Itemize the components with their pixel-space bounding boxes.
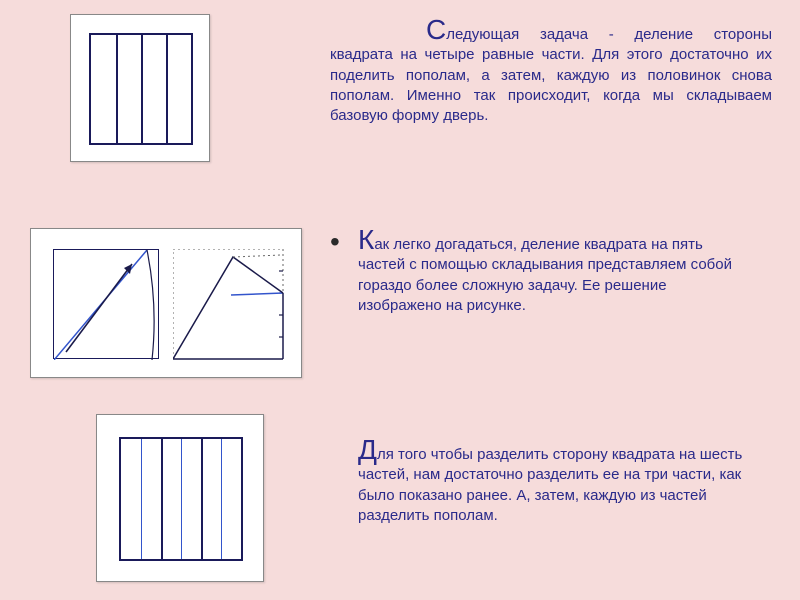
divider-line-mid	[221, 439, 222, 559]
figure-sixths-frame	[96, 414, 264, 582]
dropcap-3: Д	[358, 434, 377, 465]
bullet-icon: •	[330, 228, 340, 256]
figure-quarters-square	[89, 33, 193, 145]
paragraph-3-text: ля того чтобы разделить сторону квадрата…	[358, 446, 742, 524]
paragraph-2: Как легко догадаться, деление квадрата н…	[358, 226, 753, 316]
dropcap-2: К	[358, 224, 374, 255]
divider-line-mid	[141, 439, 142, 559]
divider-line-mid	[181, 439, 182, 559]
divider-line	[161, 439, 163, 559]
divider-line	[141, 35, 143, 143]
dropcap-1: С	[426, 14, 446, 45]
fifths-right-svg	[173, 249, 285, 361]
figure-fifths-panel-left	[53, 249, 159, 359]
paragraph-1-text: ледующая задача - деление стороны квадра…	[330, 26, 772, 124]
divider-line	[201, 439, 203, 559]
figure-quarters-frame	[70, 14, 210, 162]
figure-fifths-frame	[30, 228, 302, 378]
paragraph-1: Следующая задача - деление стороны квадр…	[330, 16, 772, 126]
divider-line	[116, 35, 118, 143]
fifths-left-svg	[54, 250, 160, 360]
figure-sixths-square	[119, 437, 243, 561]
paragraph-2-text: ак легко догадаться, деление квадрата на…	[358, 236, 732, 314]
figure-fifths-panel-right	[173, 249, 283, 359]
divider-line	[166, 35, 168, 143]
paragraph-3: Для того чтобы разделить сторону квадрат…	[358, 436, 758, 526]
